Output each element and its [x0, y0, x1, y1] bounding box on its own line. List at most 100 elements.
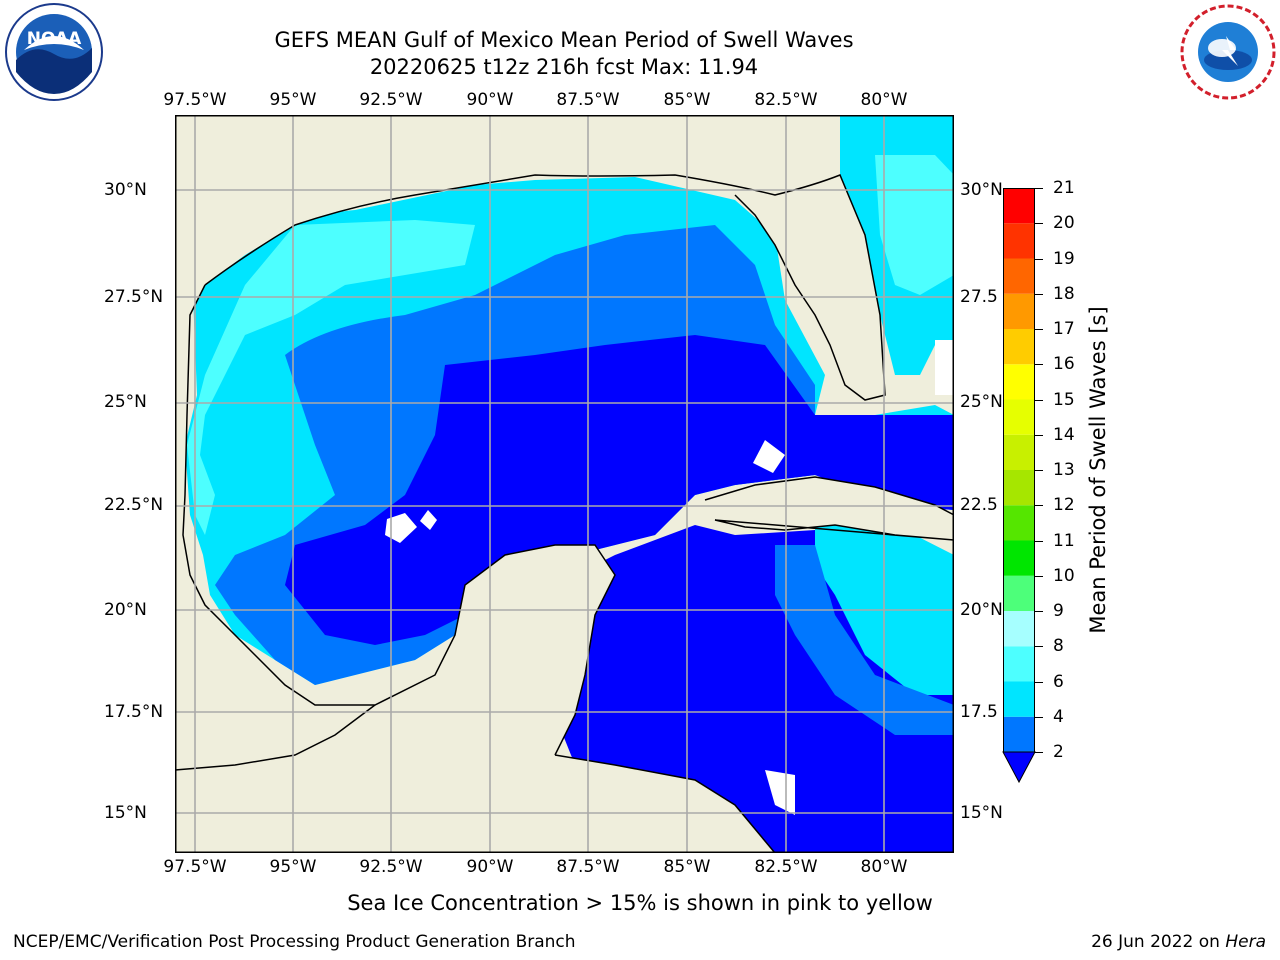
colorbar-tick-mark: [1035, 399, 1043, 401]
lon-label-bottom: 95°W: [269, 857, 317, 877]
lat-label-right: 15°N: [960, 803, 1003, 823]
colorbar-segment: [1003, 716, 1035, 752]
lon-label-bottom: 97.5°W: [163, 857, 227, 877]
colorbar-segment: [1003, 505, 1035, 541]
colorbar-tick-label: 14: [1053, 424, 1075, 445]
lat-label-right: 25°N: [960, 392, 1003, 412]
lat-label-right: 20°N: [960, 600, 1003, 620]
date-stamp: 26 Jun 2022 on Hera: [1091, 932, 1266, 952]
colorbar: [1002, 188, 1036, 784]
lat-label-left: 17.5°N: [104, 702, 164, 722]
colorbar-segment: [1003, 470, 1035, 506]
colorbar-segment: [1003, 293, 1035, 329]
noaa-logo: NOAA: [5, 3, 103, 101]
nws-logo: [1180, 4, 1276, 100]
central-america-land: [555, 755, 775, 853]
map-subtitle: 20220625 t12z 216h fcst Max: 11.94: [369, 55, 759, 79]
colorbar-segment: [1003, 258, 1035, 294]
colorbar-segment: [1003, 646, 1035, 682]
yucatan-land: [175, 545, 615, 853]
lat-label-right: 22.5: [960, 495, 998, 515]
colorbar-tick-label: 21: [1053, 178, 1075, 198]
colorbar-tick-label: 16: [1053, 354, 1075, 375]
map-panel: [175, 115, 954, 853]
lon-label-top: 90°W: [466, 90, 514, 110]
lat-label-left: 25°N: [104, 392, 147, 412]
colorbar-tick-mark: [1035, 716, 1043, 718]
colorbar-tick-label: 18: [1053, 283, 1075, 304]
colorbar-segment: [1003, 575, 1035, 611]
colorbar-segment: [1003, 611, 1035, 647]
colorbar-tick-mark: [1035, 505, 1043, 507]
lon-label-top: 92.5°W: [359, 90, 423, 110]
colorbar-tick-label: 19: [1053, 248, 1075, 269]
colorbar-tick-label: 10: [1053, 565, 1075, 586]
colorbar-tick-label: 13: [1053, 460, 1075, 480]
colorbar-tick-mark: [1035, 188, 1043, 189]
no-data-patch: [385, 513, 417, 543]
north-coast-land: [175, 115, 840, 315]
colorbar-under-triangle: [1002, 751, 1036, 784]
svg-text:NOAA: NOAA: [27, 29, 82, 49]
coastline: [204, 174, 886, 401]
graticule: [175, 115, 954, 853]
lat-label-right: 17.5: [960, 702, 998, 722]
lat-label-left: 27.5°N: [104, 287, 164, 307]
map-frame: [175, 115, 954, 853]
lon-label-bottom: 82.5°W: [754, 857, 818, 877]
colorbar-segment: [1003, 434, 1035, 470]
colorbar-tick-mark: [1035, 258, 1043, 260]
colorbar-tick-mark: [1035, 646, 1043, 648]
lon-label-bottom: 80°W: [860, 857, 908, 877]
lon-label-top: 82.5°W: [754, 90, 818, 110]
colorbar-tick-label: 12: [1053, 495, 1075, 516]
colorbar-tick-mark: [1035, 575, 1043, 577]
colorbar-tick-mark: [1035, 470, 1043, 471]
lon-label-bottom: 85°W: [663, 857, 711, 877]
colorbar-segment: [1003, 188, 1035, 224]
colorbar-tick-mark: [1035, 364, 1043, 366]
caribbean-swell-2-4: [775, 545, 954, 735]
lat-label-right: 27.5: [960, 287, 998, 307]
colorbar-tick-mark: [1035, 329, 1043, 330]
lat-label-right: 30°N: [960, 180, 1003, 200]
host-name: Hera: [1225, 932, 1266, 952]
no-data-patch: [420, 510, 437, 530]
colorbar-tick-label: 15: [1053, 389, 1075, 410]
colorbar-segment: [1003, 540, 1035, 576]
lon-label-top: 95°W: [269, 90, 317, 110]
colorbar-tick-mark: [1035, 223, 1043, 225]
sea-ice-note: Sea Ice Concentration > 15% is shown in …: [0, 891, 1280, 915]
lat-label-left: 15°N: [104, 803, 147, 823]
colorbar-tick-mark: [1035, 434, 1043, 436]
lat-label-left: 20°N: [104, 600, 147, 620]
colorbar-tick-label: 11: [1053, 530, 1075, 551]
lon-label-top: 97.5°W: [163, 90, 227, 110]
no-data-patch: [753, 440, 785, 473]
colorbar-segment: [1003, 681, 1035, 717]
colorbar-segment: [1003, 223, 1035, 259]
colorbar-frame: [1003, 188, 1035, 753]
colorbar-tick-mark: [1035, 752, 1043, 753]
colorbar-tick-label: 6: [1053, 671, 1064, 692]
colorbar-tick-mark: [1035, 681, 1043, 683]
mexico-south-land: [175, 625, 315, 765]
colorbar-segment: [1003, 399, 1035, 435]
colorbar-label: Mean Period of Swell Waves [s]: [1086, 306, 1110, 634]
colorbar-tick-label: 4: [1053, 706, 1064, 727]
no-data-patch: [765, 770, 795, 815]
map-title: GEFS MEAN Gulf of Mexico Mean Period of …: [274, 28, 854, 52]
colorbar-segment: [1003, 364, 1035, 400]
sea-ice-note-text: Sea Ice Concentration > 15% is shown in …: [347, 891, 933, 915]
lon-label-top: 87.5°W: [556, 90, 620, 110]
colorbar-segment: [1003, 329, 1035, 365]
colorbar-tick-label: 8: [1053, 636, 1064, 657]
colorbar-tick-label: 17: [1053, 319, 1075, 339]
date-text: 26 Jun 2022 on: [1091, 932, 1220, 952]
colorbar-tick-mark: [1035, 540, 1043, 542]
swell-zone-6-8: [187, 220, 475, 535]
no-data-patch: [935, 340, 954, 395]
colorbar-tick-mark: [1035, 611, 1043, 612]
colorbar-tick-mark: [1035, 293, 1043, 295]
colorbar-tick-label: 9: [1053, 601, 1064, 621]
